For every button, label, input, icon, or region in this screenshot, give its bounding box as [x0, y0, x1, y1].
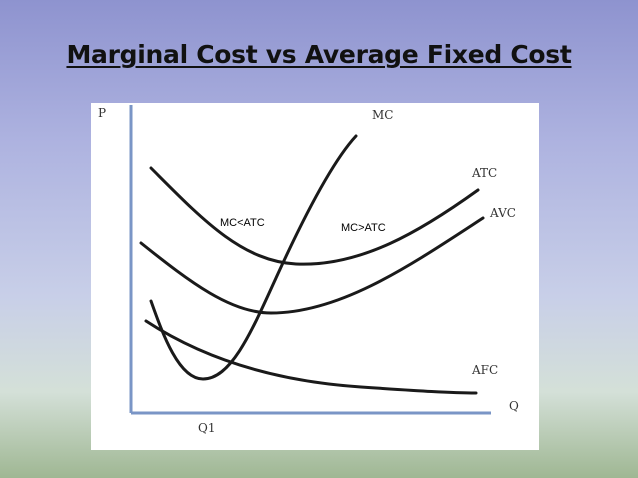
slide-title: Marginal Cost vs Average Fixed Cost [66, 40, 572, 69]
diagram-canvas: P Q Q1 MC ATC AVC AFC MC<ATC MC>ATC [98, 105, 519, 435]
mc-curve [149, 134, 358, 381]
mc-less-than-atc-annotation: MC<ATC [220, 217, 265, 229]
x-axis-label: Q [509, 399, 519, 413]
afc-curve [144, 319, 478, 395]
avc-label: AVC [489, 206, 516, 220]
avc-curve [139, 216, 485, 315]
atc-label: ATC [471, 166, 497, 180]
y-axis-label: P [98, 106, 106, 120]
atc-curve [149, 166, 480, 266]
afc-label: AFC [471, 363, 498, 377]
x-tick-q1: Q1 [198, 421, 215, 435]
mc-greater-than-atc-annotation: MC>ATC [341, 222, 386, 234]
cost-curves-diagram: P Q Q1 MC ATC AVC AFC MC<ATC MC>ATC [91, 103, 539, 450]
mc-label: MC [372, 108, 393, 122]
